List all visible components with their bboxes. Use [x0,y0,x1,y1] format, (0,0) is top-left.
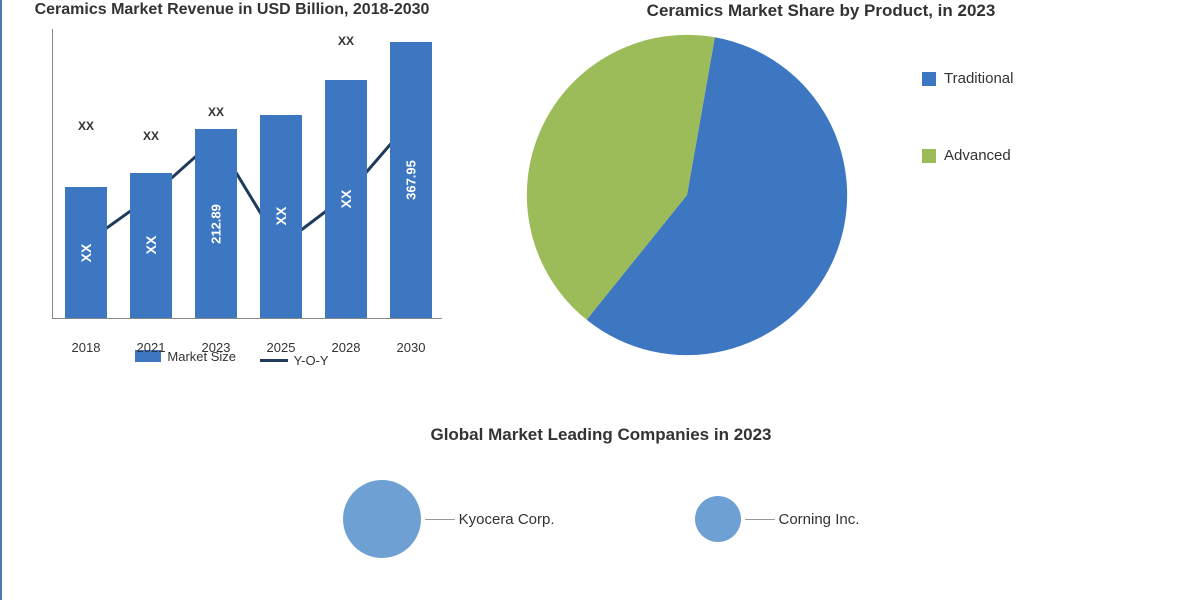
bubbles-panel: Global Market Leading Companies in 2023 … [12,420,1190,558]
x-tick: 2023 [202,340,231,355]
bar-chart-panel: Ceramics Market Revenue in USD Billion, … [12,0,452,420]
bar-2030: 367.95 [390,42,432,318]
line-swatch-icon [260,359,288,362]
bar-top-label: XX [208,105,224,119]
pie-swatch-icon [922,149,936,163]
pie-chart-panel: Ceramics Market Share by Product, in 202… [452,0,1190,420]
legend-yoy: Y-O-Y [260,353,329,368]
x-tick: 2030 [397,340,426,355]
pie-row: Traditional Advanced [462,30,1180,360]
bar-top-label: XX [338,34,354,48]
bar-2023: 212.89XX [195,129,237,318]
bubble-kyocera-corp-: Kyocera Corp. [343,480,555,558]
bubbles-title: Global Market Leading Companies in 2023 [12,425,1190,445]
bubble-icon [695,496,741,542]
top-row: Ceramics Market Revenue in USD Billion, … [12,0,1190,420]
bar-top-label: XX [143,129,159,143]
pie-legend: Traditional Advanced [922,70,1013,224]
bar-chart-area: 201820212023202520282030 XXXXXXXX212.89X… [52,29,442,319]
bubble-leader-line [425,519,455,520]
yoy-line [53,29,442,318]
bubble-corning-inc-: Corning Inc. [695,496,860,542]
bubbles-row: Kyocera Corp. Corning Inc. [12,480,1190,558]
x-tick: 2028 [332,340,361,355]
legend-line-label: Y-O-Y [294,353,329,368]
x-tick: 2018 [72,340,101,355]
bar-2028: XXXX [325,80,367,318]
bubble-label: Kyocera Corp. [459,511,555,528]
pie-chart [492,30,882,360]
bar-2025: XX [260,115,302,318]
bar-value-label: XX [78,243,94,262]
pie-legend-traditional: Traditional [922,70,1013,87]
pie-legend-label: Advanced [944,147,1011,164]
bar-2021: XXXX [130,173,172,318]
bubble-leader-line [745,519,775,520]
bubble-label: Corning Inc. [779,511,860,528]
bar-2018: XXXX [65,187,107,318]
bar-chart-title: Ceramics Market Revenue in USD Billion, … [22,0,442,21]
bar-value-label: XX [143,236,159,255]
bar-value-label: 367.95 [404,160,419,200]
bar-value-label: XX [338,190,354,209]
pie-chart-title: Ceramics Market Share by Product, in 202… [462,0,1180,22]
x-tick: 2025 [267,340,296,355]
x-tick: 2021 [137,340,166,355]
bar-top-label: XX [78,119,94,133]
pie-legend-label: Traditional [944,70,1013,87]
bubble-icon [343,480,421,558]
pie-legend-advanced: Advanced [922,147,1013,164]
pie-swatch-icon [922,72,936,86]
page-container: Ceramics Market Revenue in USD Billion, … [0,0,1200,600]
bar-value-label: 212.89 [209,204,224,244]
bar-value-label: XX [273,207,289,226]
